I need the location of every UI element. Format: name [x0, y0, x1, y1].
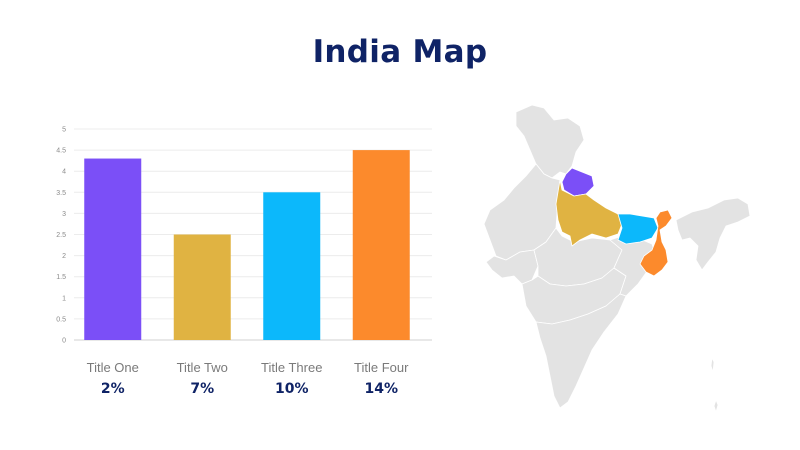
percent-label-1: 2%: [100, 381, 125, 397]
percent-label-2: 7%: [190, 381, 215, 397]
y-tick-label-1: 0.5: [56, 316, 66, 323]
y-tick-label-4: 2: [62, 253, 66, 260]
map-region-west-bengal: [639, 209, 673, 277]
category-label-1: Title One: [86, 360, 139, 375]
y-tick-label-7: 3.5: [56, 190, 66, 197]
y-tick-label-2: 1: [62, 295, 66, 302]
percent-label-4: 14%: [364, 381, 398, 397]
category-labels: Title One Title Two Title Three Title Fo…: [0, 360, 460, 380]
y-tick-label-3: 1.5: [56, 274, 66, 281]
map-island-1: [710, 357, 715, 373]
y-tick-label-6: 3: [62, 211, 66, 218]
y-tick-label-9: 4.5: [56, 148, 66, 155]
bar-3: [263, 192, 321, 340]
map-region-uttarakhand: [561, 167, 595, 197]
india-outline: [483, 104, 751, 413]
category-label-2: Title Two: [176, 360, 228, 375]
map-region-south: [535, 293, 627, 409]
bar-1: [84, 158, 142, 340]
percent-label-3: 10%: [274, 381, 309, 397]
page-title: India Map: [312, 34, 488, 70]
category-label-3: Title Three: [261, 360, 323, 375]
map-region-north: [515, 104, 585, 179]
map-region-uttar-pradesh: [555, 179, 623, 247]
bar-4: [352, 150, 410, 340]
map-region-west: [485, 249, 539, 285]
bar-2: [173, 234, 231, 340]
percent-labels: 2% 7% 10% 14%: [0, 381, 460, 403]
category-label-4: Title Four: [354, 360, 409, 375]
y-tick-label-10: 5: [62, 127, 66, 134]
india-map: [483, 104, 751, 413]
map-region-northeast: [675, 197, 751, 271]
bar-chart: 0 0.5 1 1.5 2 2.5 3 3.5 4 4.5 5: [56, 127, 432, 345]
y-tick-label-5: 2.5: [56, 232, 66, 239]
y-tick-label-8: 4: [62, 169, 66, 176]
map-region-bihar: [617, 213, 659, 245]
map-island-2: [713, 399, 719, 413]
y-tick-label-0: 0: [62, 338, 66, 345]
